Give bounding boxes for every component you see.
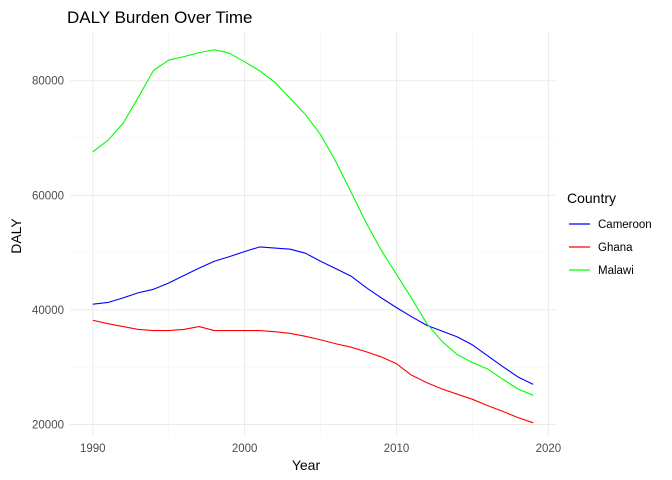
legend-title: Country	[567, 190, 616, 206]
y-axis-tick-labels: 20000 40000 60000 80000	[32, 76, 64, 432]
x-tick-label: 1990	[80, 443, 106, 455]
x-axis-title: Year	[292, 457, 321, 473]
y-tick-label: 80000	[32, 76, 64, 88]
legend: Country Cameroon Ghana Malawi	[567, 190, 652, 277]
y-tick-label: 40000	[32, 305, 64, 317]
x-tick-label: 2010	[384, 443, 410, 455]
chart-title: DALY Burden Over Time	[67, 8, 253, 27]
legend-label-cameroon: Cameroon	[598, 219, 652, 231]
legend-label-ghana: Ghana	[598, 242, 633, 254]
x-tick-label: 2000	[232, 443, 258, 455]
series-line-malawi	[92, 49, 534, 396]
plot-grid	[70, 32, 556, 436]
x-axis-tick-labels: 1990 2000 2010 2020	[80, 443, 561, 455]
series-line-cameroon	[92, 246, 534, 385]
y-axis-title: DALY	[8, 218, 24, 254]
y-tick-label: 20000	[32, 420, 64, 432]
series-line-ghana	[92, 319, 534, 424]
x-tick-label: 2020	[536, 443, 562, 455]
series-lines	[92, 49, 534, 424]
legend-label-malawi: Malawi	[598, 265, 634, 277]
y-tick-label: 60000	[32, 190, 64, 202]
